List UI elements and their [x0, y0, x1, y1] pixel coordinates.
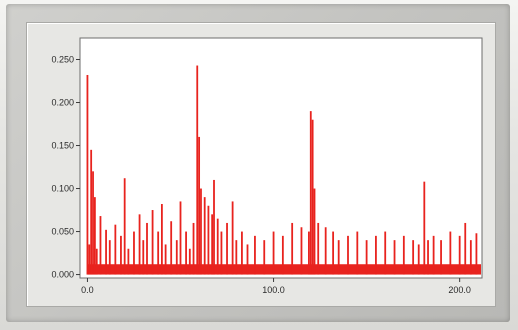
bar: [423, 181, 426, 275]
bar: [196, 65, 199, 275]
bar: [146, 222, 148, 275]
bar: [179, 201, 182, 275]
bar: [151, 210, 154, 275]
bar: [458, 235, 461, 275]
bar: [92, 171, 94, 275]
y-tick-label: 0.200: [51, 98, 74, 108]
bar: [235, 240, 238, 275]
bar: [207, 205, 210, 275]
bar: [300, 227, 303, 275]
bar: [464, 222, 467, 275]
bar: [211, 214, 214, 275]
y-tick-label: 0.050: [51, 227, 74, 237]
x-axis: 0.0 100.0 200.0: [81, 278, 471, 295]
bar: [324, 227, 327, 275]
bar: [175, 240, 178, 275]
bar: [449, 231, 452, 275]
bar: [170, 221, 173, 275]
y-tick-label: 0.000: [51, 270, 74, 280]
bar: [254, 235, 256, 275]
bar: [220, 231, 223, 275]
bar: [99, 216, 102, 275]
bar: [291, 222, 294, 275]
bar: [157, 231, 160, 275]
bar: [412, 240, 415, 275]
bar: [188, 248, 191, 275]
bar: [337, 240, 340, 275]
bar: [160, 204, 163, 275]
baseline-band: [87, 264, 481, 275]
bar: [114, 224, 117, 275]
bar: [469, 240, 472, 275]
bar: [332, 231, 335, 275]
bar: [440, 240, 442, 275]
bar: [356, 231, 359, 275]
bar: [216, 218, 219, 275]
y-tick-label: 0.250: [51, 55, 74, 65]
bar: [281, 235, 284, 275]
bar: [241, 231, 243, 275]
bar: [308, 231, 310, 275]
bar: [393, 240, 396, 275]
bar: [263, 240, 266, 275]
bar: [309, 111, 312, 275]
bar: [427, 240, 429, 275]
x-tick-label: 100.0: [262, 285, 285, 295]
bar: [246, 244, 249, 275]
bar: [86, 74, 89, 275]
bar: [475, 233, 478, 275]
bar: [347, 235, 349, 275]
bar: [432, 235, 435, 275]
bar: [95, 248, 98, 275]
bar: [198, 136, 201, 275]
bar: [108, 240, 111, 275]
y-axis: 0.000 0.050 0.100 0.150 0.200 0.250: [51, 55, 80, 280]
bar: [203, 197, 206, 275]
bar: [192, 222, 195, 275]
bar: [311, 119, 314, 275]
bar: [365, 240, 368, 275]
bar: [164, 244, 167, 275]
bar: [127, 248, 130, 275]
bar: [375, 235, 377, 275]
bar: [402, 235, 405, 275]
bar: [138, 214, 141, 275]
y-tick-label: 0.100: [51, 184, 74, 194]
bar: [272, 231, 275, 275]
y-tick-label: 0.150: [51, 141, 74, 151]
bar: [105, 229, 107, 275]
bar: [313, 188, 316, 275]
x-tick-label: 200.0: [448, 285, 471, 295]
bar: [120, 235, 122, 275]
bar: [88, 244, 91, 275]
bar: [123, 178, 126, 275]
bars-group: [86, 65, 481, 275]
bar: [213, 179, 215, 275]
bar: [200, 188, 202, 275]
bar: [317, 222, 320, 275]
bar: [142, 240, 145, 275]
bar: [226, 222, 228, 275]
bar: [133, 231, 135, 275]
bar: [384, 231, 387, 275]
bar: [417, 244, 420, 275]
bar: [185, 231, 187, 275]
bar: [93, 197, 96, 275]
bar: [231, 201, 234, 275]
bar: [90, 149, 93, 275]
x-tick-label: 0.0: [81, 285, 94, 295]
